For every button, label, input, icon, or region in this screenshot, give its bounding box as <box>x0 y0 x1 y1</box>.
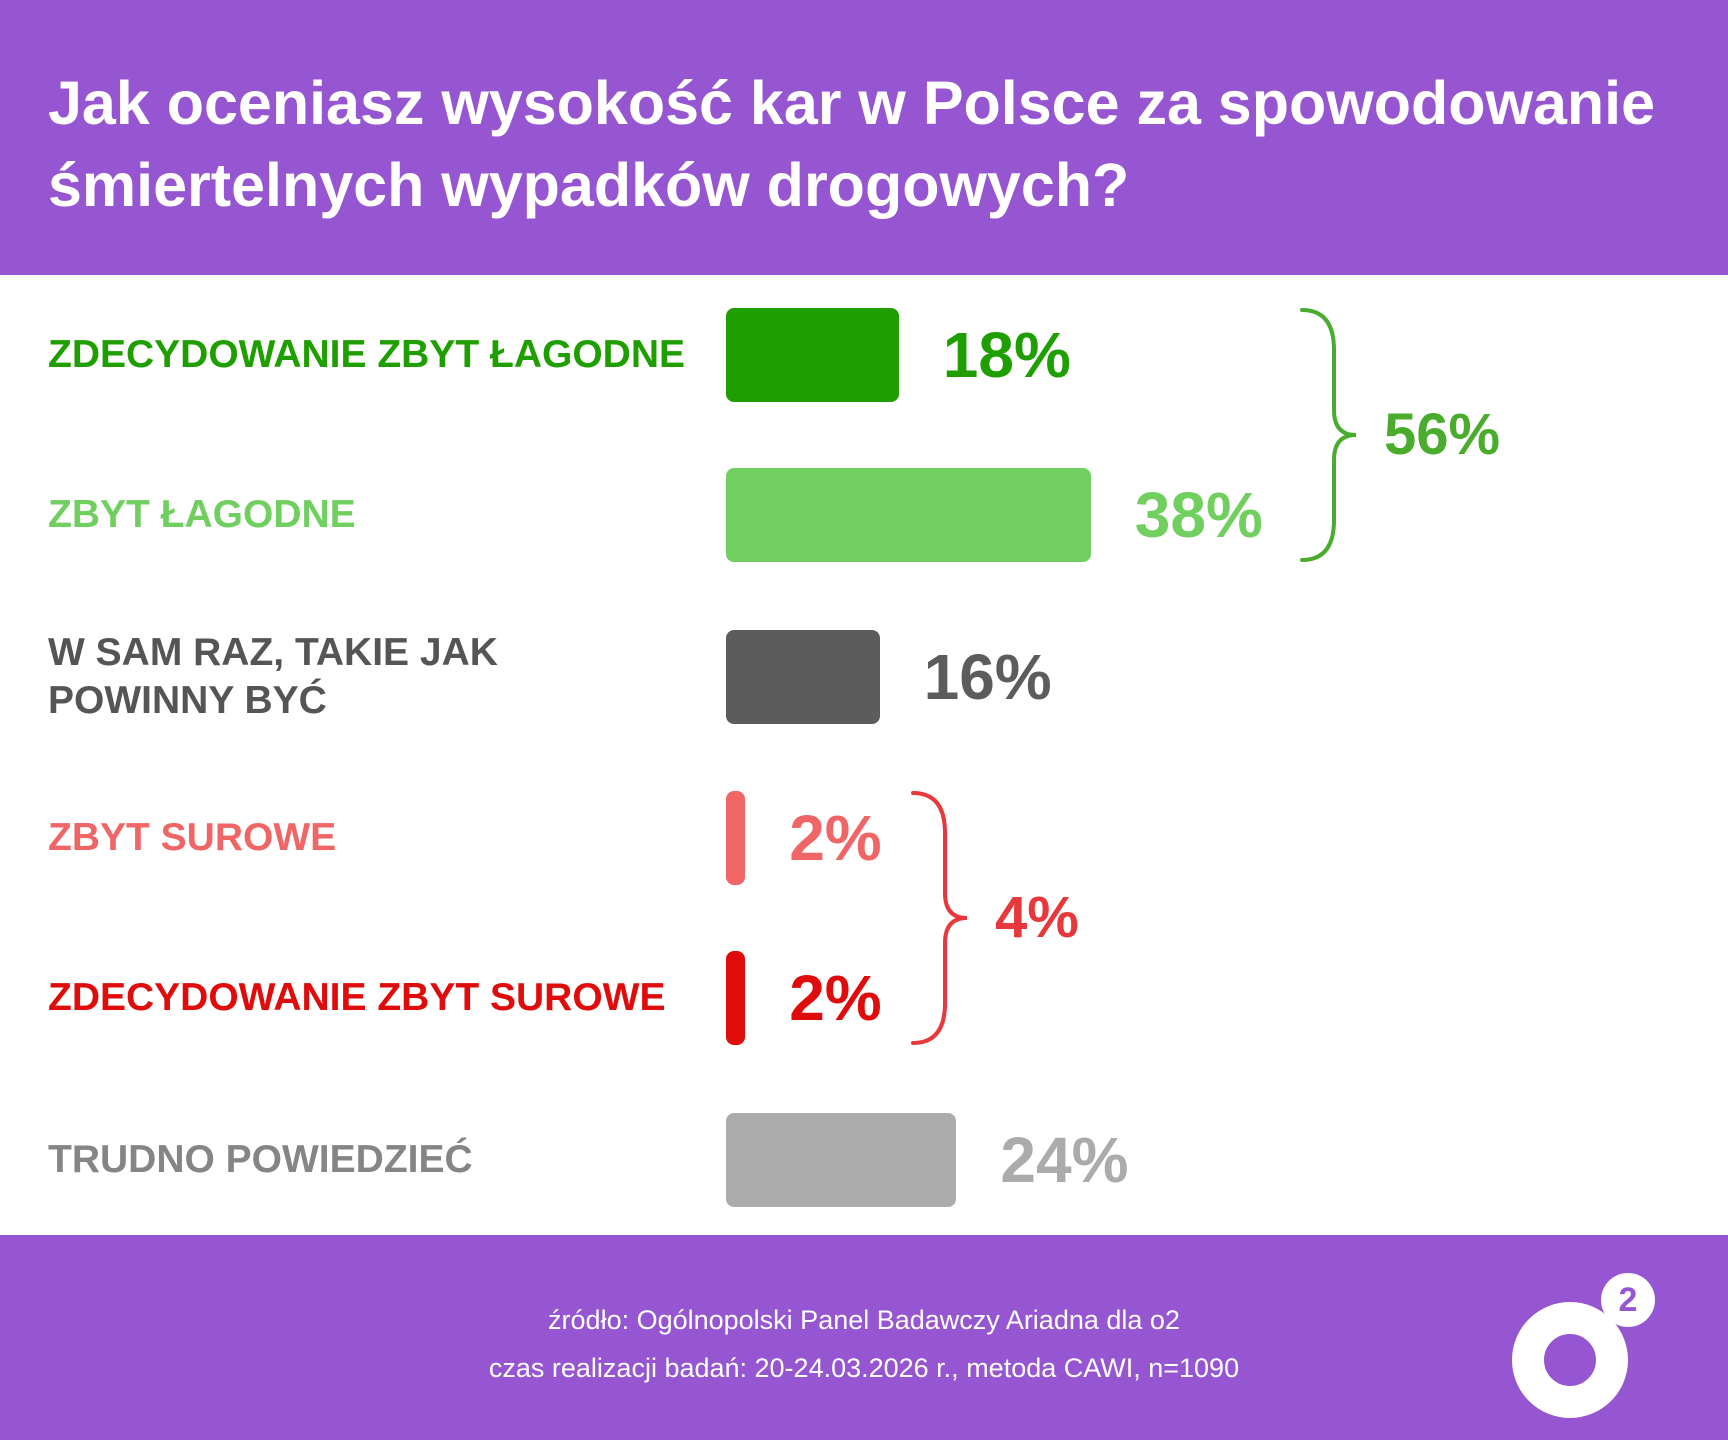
value-label: 38% <box>1134 479 1263 551</box>
value-label: 2% <box>789 802 882 874</box>
source-line: źródło: Ogólnopolski Panel Badawczy Aria… <box>548 1305 1180 1335</box>
category-label: ZDECYDOWANIE ZBYT SUROWE <box>48 976 666 1019</box>
survey-details-line: czas realizacji badań: 20-24.03.2026 r.,… <box>488 1353 1240 1383</box>
group-brace <box>911 791 968 1045</box>
category-label: ZBYT SUROWE <box>48 816 337 859</box>
bar <box>726 1113 957 1207</box>
group-brace <box>1300 308 1357 562</box>
group-total-label: 4% <box>995 885 1079 950</box>
bar <box>726 791 746 885</box>
category-label: W SAM RAZ, TAKIE JAK POWINNY BYĆ <box>48 631 498 722</box>
bar-chart: ZDECYDOWANIE ZBYT ŁAGODNE 18% ZBYT ŁAGODNE… <box>0 275 1728 1235</box>
category-label: TRUDNO POWIEDZIEĆ <box>48 1138 473 1181</box>
header-banner: Jak oceniasz wysokość kar w Polsce za sp… <box>0 0 1728 275</box>
bar <box>726 308 899 402</box>
logo-superscript: 2 <box>1619 1281 1638 1319</box>
footer-banner: źródło: Ogólnopolski Panel Badawczy Aria… <box>0 1235 1728 1440</box>
value-label: 2% <box>789 962 882 1034</box>
group-total-label: 56% <box>1384 402 1501 467</box>
category-label: ZBYT ŁAGODNE <box>48 493 356 536</box>
value-label: 16% <box>923 641 1052 713</box>
value-label: 18% <box>942 319 1071 391</box>
o2-logo: 2 <box>1512 1273 1655 1418</box>
bar <box>726 951 746 1045</box>
bar <box>726 630 880 724</box>
chart-title: Jak oceniasz wysokość kar w Polsce za sp… <box>48 69 1655 219</box>
category-label: ZDECYDOWANIE ZBYT ŁAGODNE <box>48 333 686 376</box>
value-label: 24% <box>1000 1124 1129 1196</box>
bar <box>726 468 1091 562</box>
